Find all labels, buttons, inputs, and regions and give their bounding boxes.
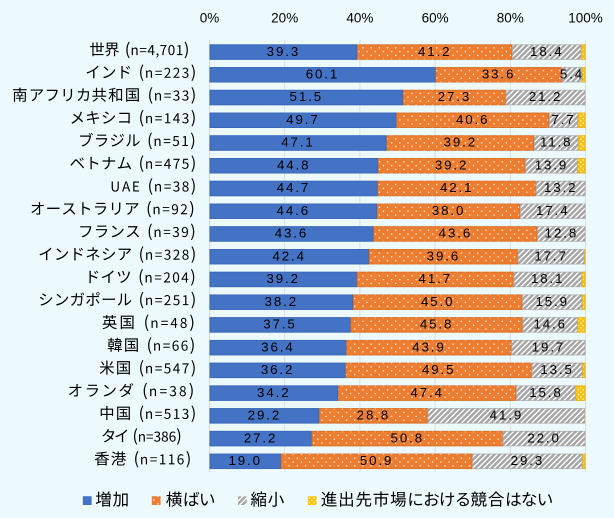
- svg-text:50.9: 50.9: [360, 453, 393, 468]
- svg-text:18.4: 18.4: [530, 44, 563, 59]
- svg-text:42.1: 42.1: [440, 180, 473, 195]
- svg-text:40.6: 40.6: [456, 112, 489, 127]
- svg-text:0%: 0%: [200, 11, 220, 26]
- svg-text:38.2: 38.2: [265, 294, 298, 309]
- svg-text:15.9: 15.9: [535, 294, 568, 309]
- svg-text:19.0: 19.0: [228, 453, 261, 468]
- svg-text:5.4: 5.4: [560, 67, 584, 82]
- svg-text:7.7: 7.7: [551, 112, 575, 127]
- svg-text:39.2: 39.2: [444, 135, 477, 150]
- svg-text:44.8: 44.8: [277, 158, 310, 173]
- svg-text:45.8: 45.8: [420, 317, 453, 332]
- svg-text:21.2: 21.2: [529, 89, 562, 104]
- svg-text:38.0: 38.0: [432, 203, 465, 218]
- svg-text:29.3: 29.3: [511, 453, 544, 468]
- svg-text:39.2: 39.2: [266, 271, 299, 286]
- svg-text:36.2: 36.2: [261, 362, 294, 377]
- svg-text:49.7: 49.7: [286, 112, 319, 127]
- svg-text:17.7: 17.7: [534, 248, 567, 263]
- svg-text:41.7: 41.7: [419, 271, 452, 286]
- svg-text:13.9: 13.9: [535, 158, 568, 173]
- svg-text:27.3: 27.3: [438, 89, 471, 104]
- svg-text:13.2: 13.2: [544, 180, 577, 195]
- svg-text:11.8: 11.8: [540, 135, 573, 150]
- svg-text:39.6: 39.6: [427, 248, 460, 263]
- svg-text:12.8: 12.8: [545, 226, 578, 241]
- svg-text:39.2: 39.2: [435, 158, 468, 173]
- svg-text:36.4: 36.4: [261, 339, 294, 354]
- svg-text:43.6: 43.6: [275, 226, 308, 241]
- svg-text:19.7: 19.7: [532, 339, 565, 354]
- svg-text:17.4: 17.4: [536, 203, 569, 218]
- svg-text:13.5: 13.5: [540, 362, 573, 377]
- svg-text:28.8: 28.8: [357, 408, 390, 423]
- svg-text:40%: 40%: [346, 11, 373, 26]
- svg-text:39.3: 39.3: [267, 44, 300, 59]
- svg-text:20%: 20%: [271, 11, 298, 26]
- svg-text:44.6: 44.6: [277, 203, 310, 218]
- svg-text:41.2: 41.2: [418, 44, 451, 59]
- svg-text:41.9: 41.9: [490, 408, 523, 423]
- svg-text:37.5: 37.5: [263, 317, 296, 332]
- svg-text:42.4: 42.4: [272, 248, 305, 263]
- svg-text:60%: 60%: [422, 11, 449, 26]
- svg-text:47.4: 47.4: [410, 385, 443, 400]
- svg-text:34.2: 34.2: [257, 385, 290, 400]
- svg-text:15.8: 15.8: [529, 385, 562, 400]
- svg-text:29.2: 29.2: [248, 408, 281, 423]
- svg-text:100%: 100%: [568, 11, 603, 26]
- svg-text:43.9: 43.9: [412, 339, 445, 354]
- svg-text:51.5: 51.5: [290, 89, 323, 104]
- svg-text:22.0: 22.0: [527, 430, 560, 445]
- svg-text:43.6: 43.6: [439, 226, 472, 241]
- svg-text:60.1: 60.1: [306, 67, 339, 82]
- svg-text:44.7: 44.7: [277, 180, 310, 195]
- svg-text:47.1: 47.1: [281, 135, 314, 150]
- svg-text:50.8: 50.8: [391, 430, 424, 445]
- svg-text:80%: 80%: [497, 11, 524, 26]
- svg-text:27.2: 27.2: [244, 430, 277, 445]
- svg-text:14.6: 14.6: [533, 317, 566, 332]
- svg-text:33.6: 33.6: [482, 67, 515, 82]
- svg-text:49.5: 49.5: [422, 362, 455, 377]
- svg-text:45.0: 45.0: [421, 294, 454, 309]
- svg-text:18.1: 18.1: [531, 271, 564, 286]
